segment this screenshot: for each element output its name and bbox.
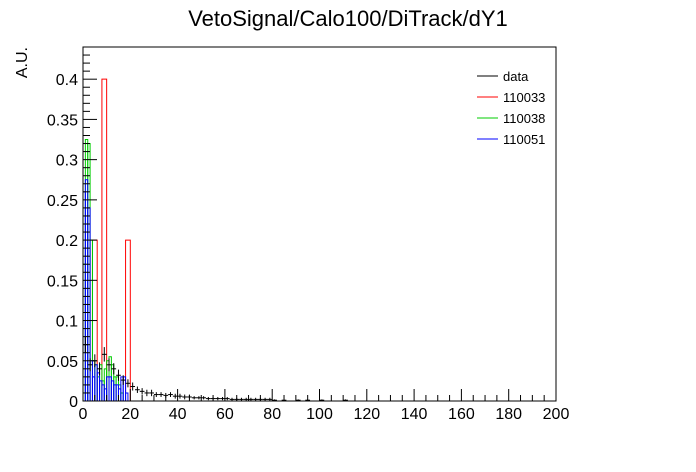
y-tick-label: 0 [69, 394, 78, 411]
y-axis-label: A.U. [14, 47, 31, 78]
plot-area [82, 78, 348, 402]
y-tick-label: 0.2 [56, 233, 78, 250]
y-tick-label: 0.3 [56, 153, 78, 170]
y-tick-label: 0.35 [47, 112, 78, 129]
y-tick-label: 0.4 [56, 72, 78, 89]
x-tick-label: 0 [79, 406, 88, 423]
y-tick-label: 0.15 [47, 273, 78, 290]
x-tick-label: 60 [216, 406, 234, 423]
y-tick-label: 0.25 [47, 193, 78, 210]
y-tick-label: 0.05 [47, 354, 78, 371]
x-tick-label: 120 [353, 406, 380, 423]
x-tick-label: 200 [543, 406, 570, 423]
legend: data 110033 110038 110051 [477, 69, 545, 147]
plot-frame [82, 46, 557, 402]
x-tick-label: 20 [121, 406, 139, 423]
histogram-bar-110051-18 [125, 392, 129, 401]
legend-label-110033: 110033 [503, 90, 545, 105]
legend-label-110038: 110038 [503, 111, 545, 126]
histogram-bar-110051-17 [122, 376, 127, 401]
histogram-bar-110033-4 [101, 78, 108, 401]
chart-title: VetoSignal/Calo100/DiTrack/dY1 [188, 6, 508, 31]
axes: 0 20 40 60 80 100 120 140 160 180 200 0 0.05 0.1 0.15 0… [47, 46, 570, 423]
x-tick-label: 40 [169, 406, 187, 423]
legend-label-data: data [503, 69, 529, 84]
y-tick-label: 0.1 [56, 314, 78, 331]
legend-label-110051: 110051 [503, 132, 545, 147]
x-tick-label: 80 [263, 406, 281, 423]
x-tick-label: 100 [306, 406, 333, 423]
x-tick-label: 140 [401, 406, 428, 423]
x-tick-label: 180 [495, 406, 522, 423]
x-tick-label: 160 [448, 406, 475, 423]
histogram-bar-110033-7 [125, 239, 131, 401]
